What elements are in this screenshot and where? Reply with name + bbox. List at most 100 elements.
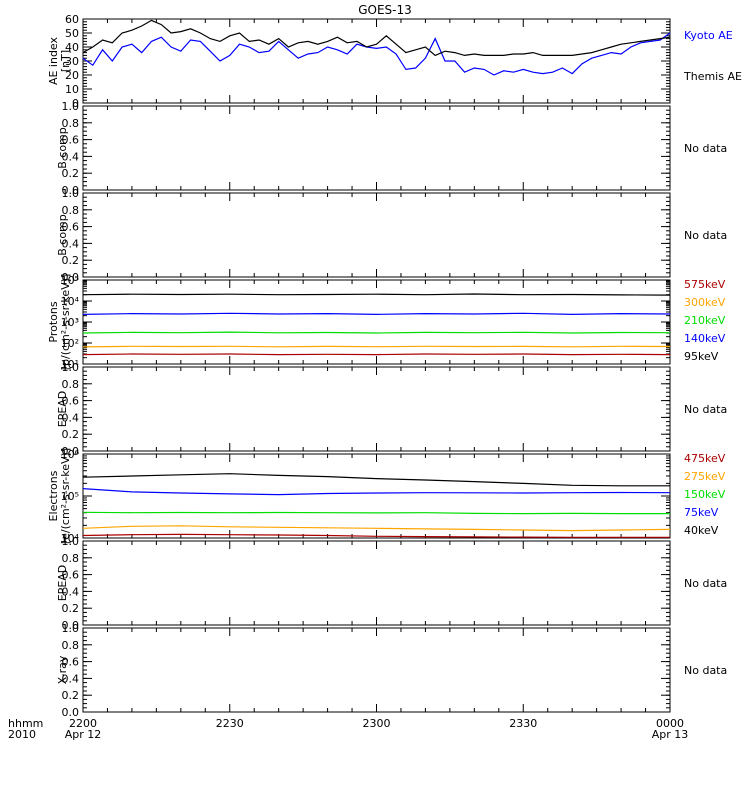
y-tick-label: 0.4	[62, 237, 80, 250]
panel-frame	[82, 105, 671, 191]
y-tick-label: 0.0	[62, 619, 80, 632]
y-tick-label: 1.0	[62, 361, 80, 374]
y-tick-label: 0.8	[62, 378, 80, 391]
legend-95kev: 95keV	[684, 350, 719, 363]
y-tick-label: 0.6	[62, 221, 80, 234]
y-tick-label: 40	[65, 41, 79, 54]
y-tick-label: 60	[65, 13, 79, 26]
legend-75kev: 75keV	[684, 506, 719, 519]
time-tick-label: 2230	[216, 717, 244, 730]
y-tick-label: 50	[65, 27, 79, 40]
y-axis-label: EPEAD	[56, 391, 69, 428]
y-tick-label: 0.6	[62, 134, 80, 147]
y-tick-label: 0.4	[62, 411, 80, 424]
y-tick-label: 0.2	[62, 254, 80, 267]
y-tick-label: 0.0	[62, 445, 80, 458]
time-axis-corner-top: hhmm	[8, 717, 43, 730]
y-tick-label: 0.8	[62, 639, 80, 652]
y-axis-label: [e/(cm²-s-sr-keV)]	[59, 448, 72, 544]
legend-275kev: 275keV	[684, 470, 726, 483]
legend-575kev: 575keV	[684, 278, 726, 291]
time-tick-date: Apr 12	[65, 728, 102, 741]
y-axis-label: AE index	[47, 36, 60, 85]
series-210kev	[82, 331, 671, 334]
series-themis-ae	[82, 19, 671, 57]
legend-150kev: 150keV	[684, 488, 726, 501]
series-150kev	[82, 511, 670, 515]
y-tick-label: 0.6	[62, 569, 80, 582]
y-tick-label: 0.6	[62, 656, 80, 669]
series-75kev	[82, 488, 671, 496]
y-axis-label: B comp	[56, 127, 69, 169]
y-axis-label: Electrons	[47, 470, 60, 521]
panel-frame	[82, 192, 671, 278]
y-tick-label: 10²	[61, 337, 79, 350]
panel-5: 0.0 0.2 0.4 0.6 0.8 1.0 EPEAD No data	[56, 361, 727, 458]
y-tick-label: 0	[72, 97, 79, 110]
legend-kyoto-ae: Kyoto AE	[684, 29, 733, 42]
series-140kev	[82, 312, 671, 316]
y-tick-label: 10⁴	[61, 295, 80, 308]
y-tick-label: 1.0	[62, 535, 80, 548]
y-tick-label: 0.6	[62, 395, 80, 408]
y-axis-label: Protons	[47, 301, 60, 342]
y-tick-label: 0.0	[62, 184, 80, 197]
y-tick-label: 10	[65, 83, 79, 96]
time-tick-label: 2330	[509, 717, 537, 730]
y-axis-label: [nT]	[59, 50, 72, 72]
no-data-note: No data	[684, 664, 727, 677]
series-kyoto-ae	[82, 32, 671, 76]
series-95kev	[82, 293, 671, 296]
panel-frame	[82, 279, 671, 365]
series-575kev	[82, 353, 671, 356]
panel-frame	[82, 18, 671, 104]
no-data-note: No data	[684, 142, 727, 155]
y-tick-label: 0.2	[62, 428, 80, 441]
time-tick-label: 0000	[656, 717, 684, 730]
y-tick-label: 0.8	[62, 552, 80, 565]
y-tick-label: 10⁵	[61, 490, 79, 503]
panel-frame	[82, 366, 671, 452]
y-tick-label: 10⁵	[61, 274, 79, 287]
y-tick-label: 0.0	[62, 271, 80, 284]
y-tick-label: 0.4	[62, 150, 80, 163]
time-axis-corner-bottom: 2010	[8, 728, 36, 741]
chart-title: GOES-13	[358, 3, 412, 17]
y-tick-label: 10⁶	[61, 448, 80, 461]
series-40kev	[82, 473, 670, 487]
time-tick-label: 2300	[363, 717, 391, 730]
panel-8: 0.0 0.2 0.4 0.6 0.8 1.0 X-ray No data	[56, 622, 727, 719]
y-tick-label: 0.8	[62, 204, 80, 217]
y-tick-label: 1.0	[62, 622, 80, 635]
legend-475kev: 475keV	[684, 452, 726, 465]
series-475kev	[82, 533, 670, 538]
y-axis-label: B comp	[56, 214, 69, 256]
y-tick-label: 20	[65, 69, 79, 82]
panel-frame	[82, 627, 671, 713]
no-data-note: No data	[684, 229, 727, 242]
y-tick-label: 30	[65, 55, 79, 68]
y-tick-label: 1.0	[62, 187, 80, 200]
legend-40kev: 40keV	[684, 524, 719, 537]
panel-7: 0.0 0.2 0.4 0.6 0.8 1.0 EPEAD No data	[56, 535, 727, 632]
legend-210kev: 210keV	[684, 314, 726, 327]
panel-4: 10¹ 10² 10³ 10⁴ 10⁵ Protons [p/(cm²-s-sr-keV)]…	[47, 274, 726, 371]
y-tick-label: 10³	[61, 316, 79, 329]
y-tick-label: 0.8	[62, 117, 80, 130]
legend-140kev: 140keV	[684, 332, 726, 345]
y-tick-label: 10¹	[61, 358, 79, 371]
y-axis-label: X-ray	[56, 655, 69, 684]
y-tick-label: 0.4	[62, 672, 80, 685]
y-axis-label: [p/(cm²-s-sr-keV)]	[59, 274, 72, 371]
time-tick-date: Apr 13	[652, 728, 689, 741]
y-tick-label: 10⁴	[61, 532, 80, 545]
time-tick-label: 2200	[69, 717, 97, 730]
y-tick-label: 0.4	[62, 585, 80, 598]
panel-2: 0.0 0.2 0.4 0.6 0.8 1.0 B comp No data	[56, 100, 727, 197]
legend-300kev: 300keV	[684, 296, 726, 309]
